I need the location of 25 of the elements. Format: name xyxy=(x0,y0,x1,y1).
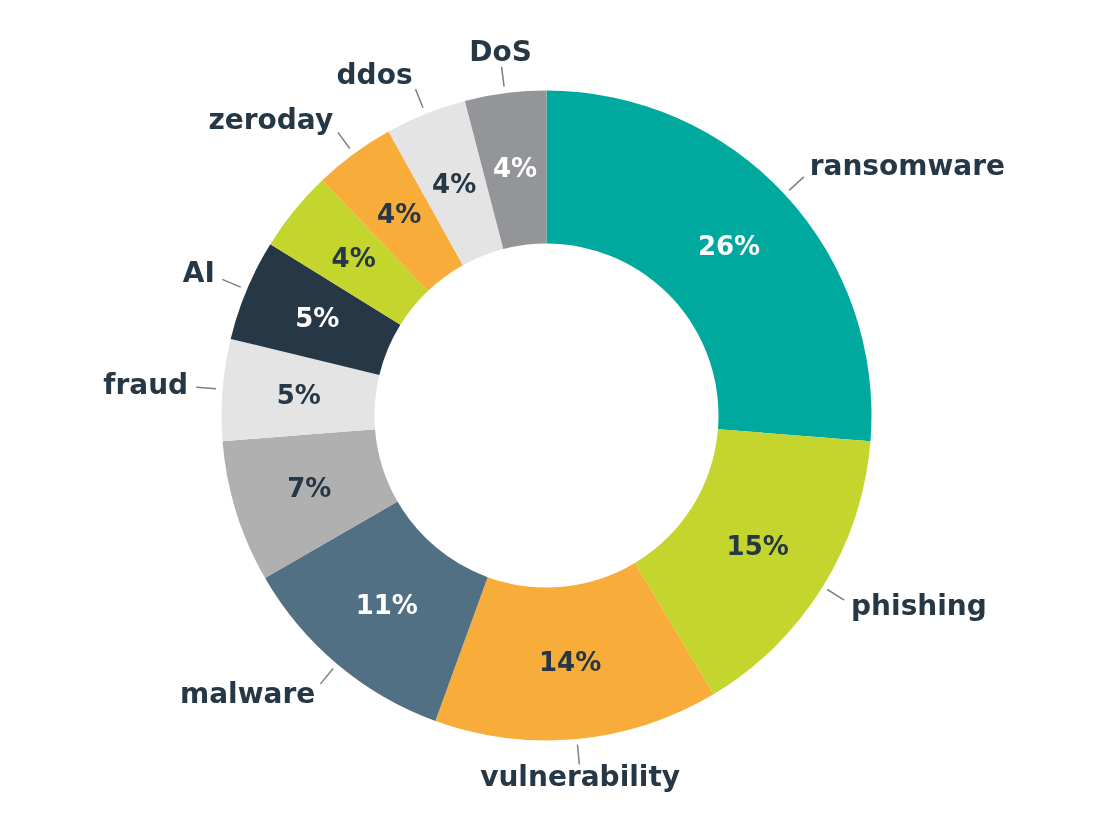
data-label: 4% xyxy=(377,199,422,230)
data-label: 14% xyxy=(539,646,602,677)
data-label: 26% xyxy=(697,230,761,261)
data-label: 5% xyxy=(295,303,340,334)
slice-label: malware xyxy=(180,676,316,710)
data-label: 4% xyxy=(492,153,538,183)
slice-label: AI xyxy=(182,255,215,289)
donut-slice xyxy=(230,244,401,375)
slice-label: DoS xyxy=(469,34,532,68)
slice-label: fraud xyxy=(103,368,189,402)
donut-slice xyxy=(435,563,714,741)
donut-slice xyxy=(222,429,398,578)
slice-label: zeroday xyxy=(208,103,334,137)
slice-label: ddos xyxy=(336,58,413,92)
data-label: 4% xyxy=(432,168,477,199)
donut-slice xyxy=(221,338,380,442)
data-label: 4% xyxy=(331,242,376,273)
donut-slice xyxy=(270,180,428,325)
data-label: 5% xyxy=(276,379,321,410)
slice-label: ransomware xyxy=(809,149,1005,183)
data-label: 11% xyxy=(355,589,418,620)
slice-label: phishing xyxy=(851,589,987,623)
data-label: 15% xyxy=(726,530,789,561)
slice-label: vulnerability xyxy=(480,760,681,794)
data-label: 7% xyxy=(287,473,332,504)
